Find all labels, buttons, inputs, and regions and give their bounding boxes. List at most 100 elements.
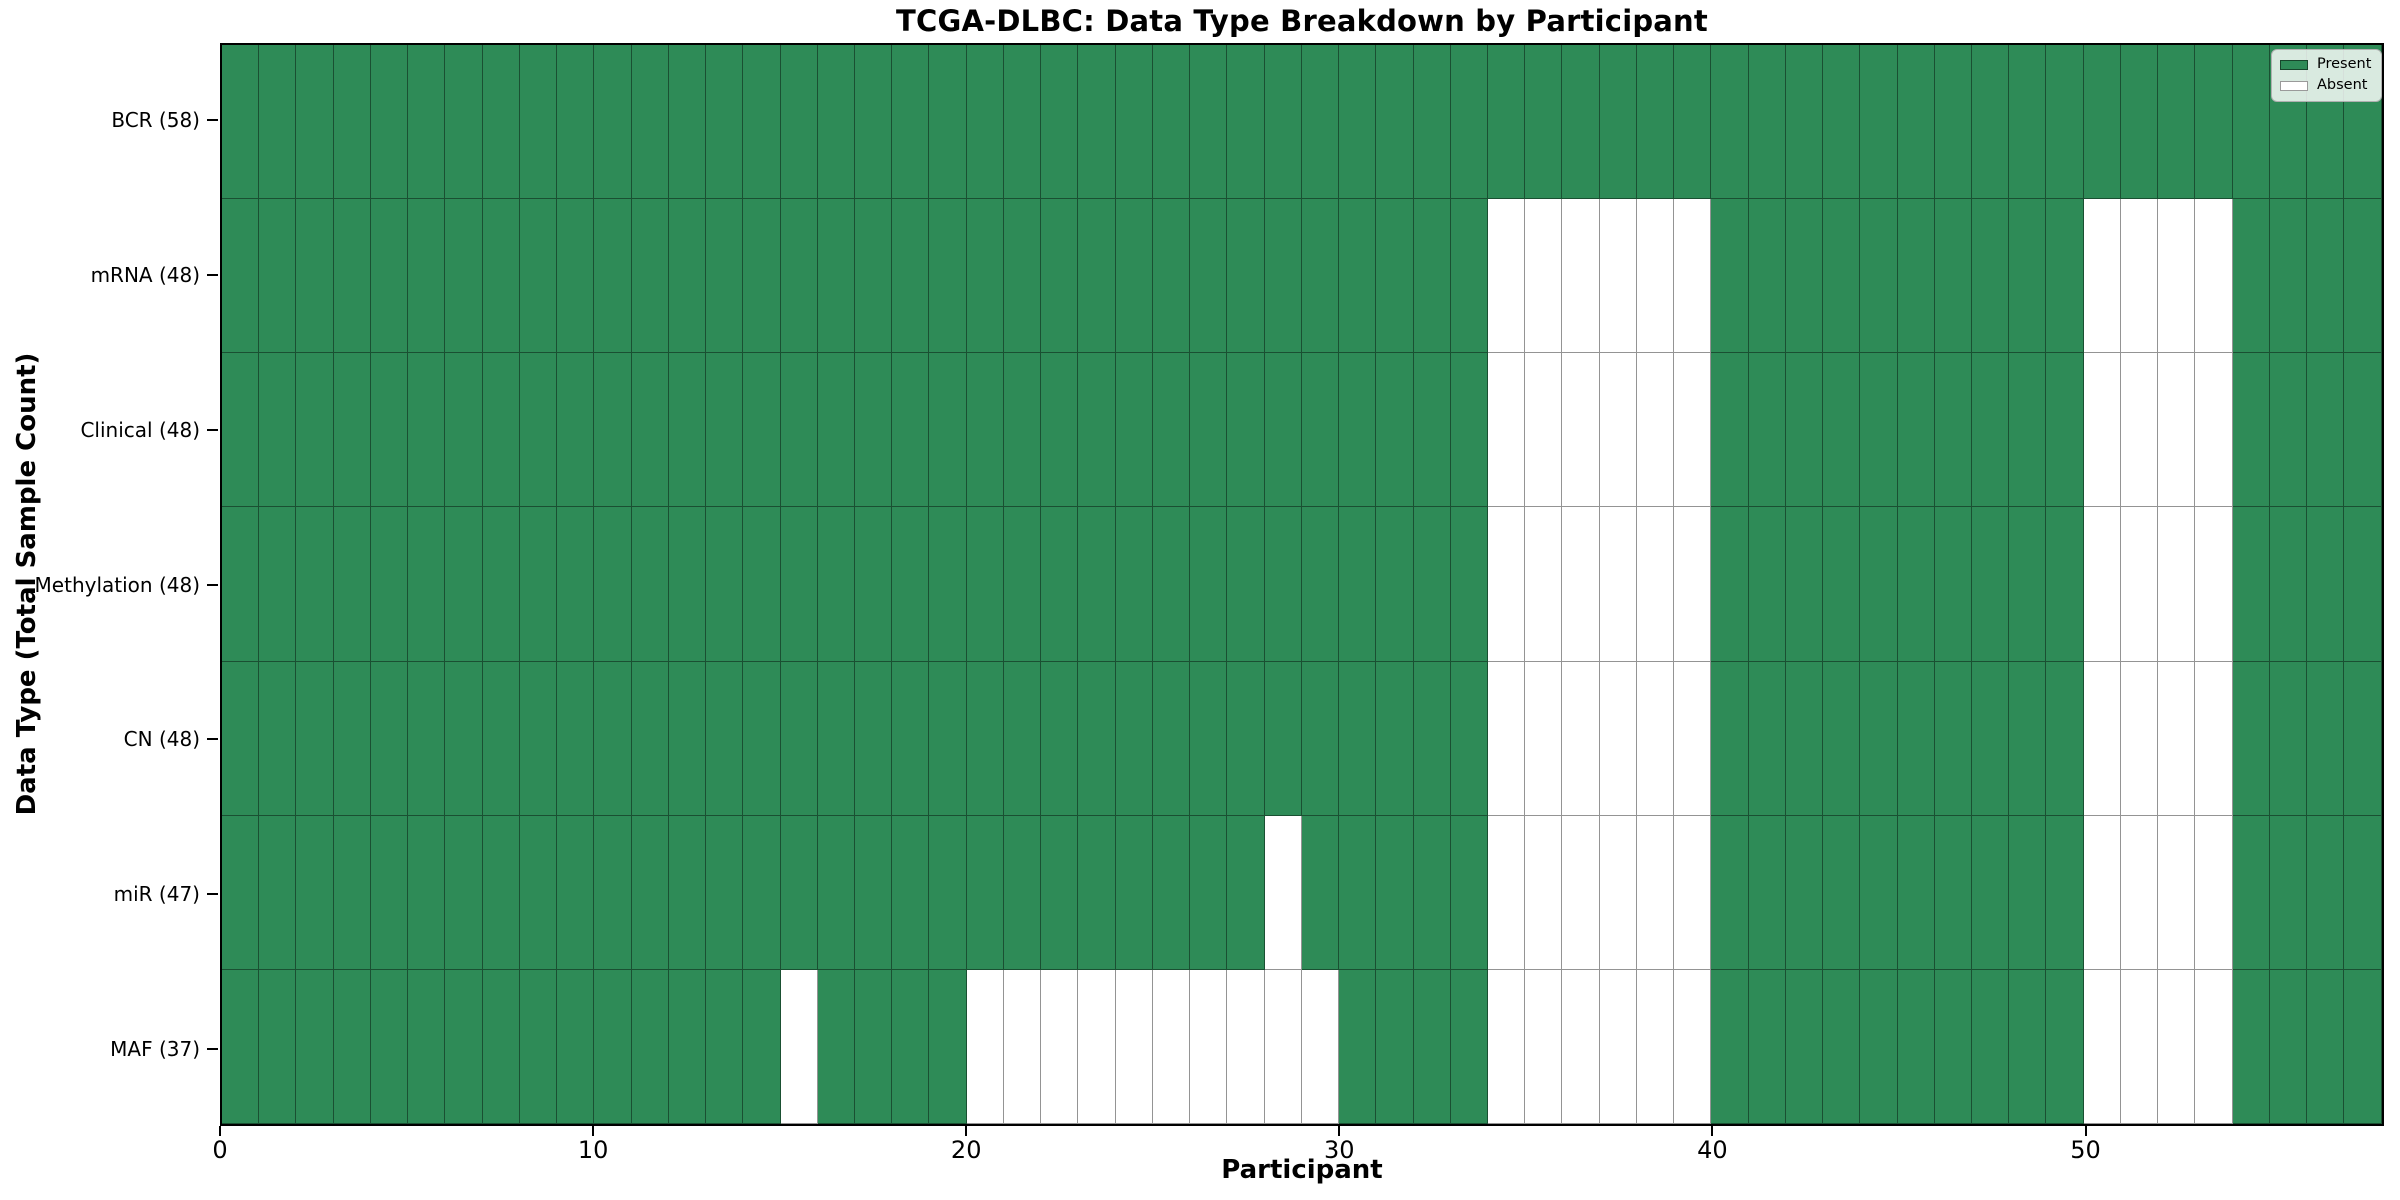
heatmap-cell [2232, 45, 2270, 200]
heatmap-cell [408, 661, 446, 816]
heatmap-cell [2195, 661, 2233, 816]
heatmap-cell [1599, 45, 1637, 200]
x-tick-mark [2084, 1126, 2087, 1136]
heatmap-cell [1823, 199, 1861, 354]
heatmap-cell [1934, 507, 1973, 662]
heatmap-cell [259, 507, 297, 662]
heatmap-cell [1860, 45, 1898, 200]
x-tick-label: 10 [577, 1136, 609, 1164]
heatmap-cell [1599, 815, 1637, 970]
heatmap-cell [1934, 661, 1973, 816]
heatmap-cell [2009, 199, 2047, 354]
heatmap-cell [1562, 815, 1600, 970]
heatmap-cell [1748, 507, 1786, 662]
y-tick-label: BCR (58) [111, 108, 200, 133]
heatmap-cell [2307, 969, 2345, 1124]
x-tick-label: 40 [1697, 1136, 1728, 1164]
heatmap-cell [1078, 969, 1116, 1124]
x-tick-mark [592, 1126, 595, 1136]
heatmap-cell [1152, 815, 1191, 970]
heatmap-cell [1897, 199, 1935, 354]
heatmap-cell [854, 661, 893, 816]
heatmap-cell [2344, 353, 2382, 508]
heatmap-cell [892, 353, 930, 508]
heatmap-cell [1525, 661, 1563, 816]
heatmap-cell [1376, 507, 1414, 662]
heatmap-cell [1152, 661, 1191, 816]
heatmap-cell [929, 353, 967, 508]
heatmap-cell [445, 45, 483, 200]
heatmap-cell [1785, 507, 1824, 662]
heatmap-cell [1934, 969, 1973, 1124]
heatmap-cell [1115, 815, 1153, 970]
heatmap-cell [743, 815, 781, 970]
heatmap-cell [1115, 45, 1153, 200]
heatmap-cell [2195, 45, 2233, 200]
heatmap-cell [668, 661, 707, 816]
heatmap-cell [1376, 969, 1414, 1124]
heatmap-cell [1413, 661, 1451, 816]
heatmap-cell [1078, 507, 1116, 662]
heatmap-cell [482, 507, 520, 662]
heatmap-cell [408, 969, 446, 1124]
heatmap-cell [1599, 661, 1637, 816]
heatmap-cell [1636, 815, 1675, 970]
heatmap-cell [1525, 969, 1563, 1124]
heatmap-cell [1413, 969, 1451, 1124]
heatmap-cell [1413, 45, 1451, 200]
heatmap-cell [519, 969, 558, 1124]
heatmap-cell [631, 507, 669, 662]
heatmap-cell [1562, 199, 1600, 354]
heatmap-cell [594, 661, 632, 816]
heatmap-cell [408, 199, 446, 354]
heatmap-cell [1152, 969, 1191, 1124]
x-tick-label: 50 [2070, 1136, 2101, 1164]
heatmap-cell [2120, 815, 2159, 970]
heatmap-cell [1301, 969, 1340, 1124]
heatmap-cell [2083, 661, 2121, 816]
heatmap-cell [2120, 199, 2159, 354]
heatmap-cell [706, 45, 744, 200]
heatmap-cell [706, 507, 744, 662]
heatmap-cell [668, 199, 707, 354]
heatmap-cell [1674, 353, 1712, 508]
heatmap-cell [780, 507, 818, 662]
heatmap-cell [1934, 815, 1973, 970]
heatmap-cell [966, 45, 1004, 200]
heatmap-cell [817, 353, 855, 508]
heatmap-cell [1190, 45, 1228, 200]
heatmap-cell [333, 661, 371, 816]
y-tick-mark [207, 428, 218, 431]
heatmap-cell [966, 815, 1004, 970]
heatmap-cell [259, 45, 297, 200]
heatmap-cell [1450, 507, 1488, 662]
heatmap-cell [1785, 815, 1824, 970]
heatmap-cell [557, 45, 595, 200]
heatmap-cell [2269, 661, 2308, 816]
heatmap-cell [2269, 969, 2308, 1124]
heatmap-cell [222, 353, 260, 508]
heatmap-cell [1674, 969, 1712, 1124]
heatmap-cell [1599, 353, 1637, 508]
heatmap-cell [1897, 661, 1935, 816]
heatmap-cell [1674, 815, 1712, 970]
heatmap-cell [631, 815, 669, 970]
heatmap-cell [706, 969, 744, 1124]
heatmap-cell [2120, 969, 2159, 1124]
heatmap-cell [2232, 507, 2270, 662]
heatmap-cell [1487, 199, 1526, 354]
heatmap-cell [519, 507, 558, 662]
heatmap-cell [519, 353, 558, 508]
heatmap-cell [2158, 45, 2196, 200]
heatmap-cell [631, 353, 669, 508]
heatmap-cell [1078, 661, 1116, 816]
heatmap-cell [1562, 45, 1600, 200]
heatmap-cell [2195, 969, 2233, 1124]
heatmap-row [222, 969, 2382, 1124]
heatmap-cell [1562, 661, 1600, 816]
heatmap-cell [631, 661, 669, 816]
heatmap-cell [1264, 969, 1302, 1124]
x-tick-label: 20 [950, 1136, 982, 1164]
heatmap-cell [2158, 507, 2196, 662]
heatmap-row [222, 45, 2382, 200]
